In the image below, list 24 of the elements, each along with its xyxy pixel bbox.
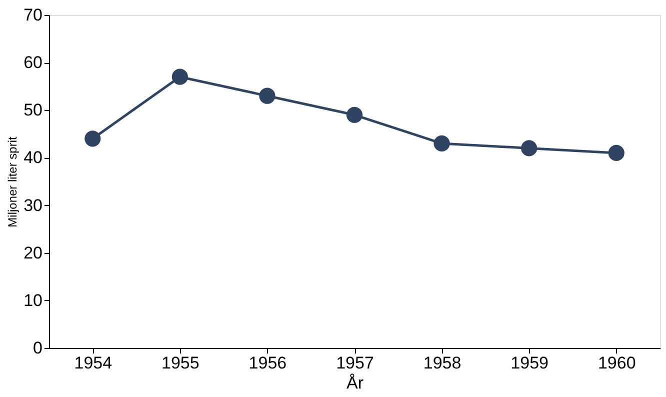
point [84, 130, 101, 147]
point [172, 68, 188, 85]
point [608, 144, 624, 162]
y-tick-label: 70 [24, 6, 42, 24]
point [434, 135, 450, 152]
y-tick-label: 20 [24, 243, 42, 262]
x-tick-label: 1955 [162, 354, 200, 372]
y-axis-title: Miljoner liter sprit [6, 136, 20, 228]
x-tick-label: 1959 [510, 354, 548, 372]
x-axis-title: År [346, 374, 364, 392]
x-tick-label: 1956 [248, 354, 287, 372]
y-tick-label: 50 [24, 100, 42, 120]
x-tick-label: 1954 [74, 354, 112, 372]
y-tick-label: 40 [24, 148, 42, 168]
x-tick-label: 1960 [598, 354, 636, 372]
x-tick-label: 1958 [423, 354, 462, 372]
y-tick-label: 10 [24, 290, 42, 310]
x-tick-label: 1957 [336, 354, 374, 372]
point [521, 140, 538, 156]
point [259, 88, 276, 104]
point [346, 106, 363, 123]
y-tick-label: 30 [24, 196, 42, 215]
y-tick-label: 0 [33, 338, 42, 358]
y-tick-label: 60 [24, 53, 42, 72]
